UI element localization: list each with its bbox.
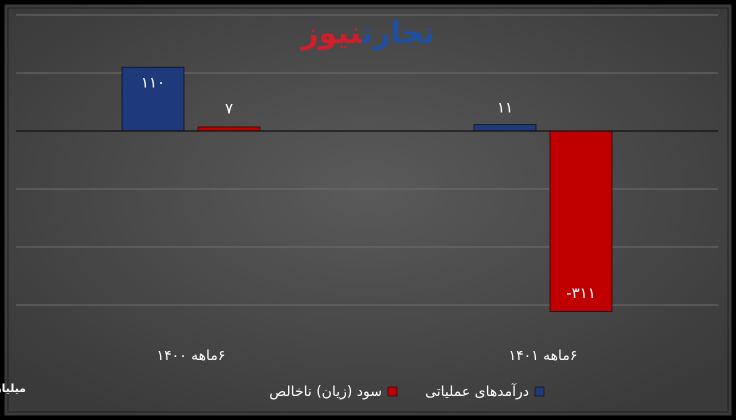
logo-part: نیوز (299, 16, 362, 51)
bar (197, 126, 261, 132)
legend-label: سود (زیان) ناخالص (269, 384, 382, 400)
legend-swatch (387, 386, 398, 397)
data-label: ۱۱ (497, 98, 513, 116)
logo: تجارتنیوز (299, 16, 434, 51)
bar (549, 130, 613, 312)
data-label: ۱۱۰ (141, 74, 165, 92)
frame (7, 7, 729, 413)
bar (473, 124, 537, 132)
x-tick-label: ۶ماهه ۱۴۰۰ (157, 348, 226, 364)
data-label: -۳۱۱ (566, 284, 596, 302)
bar (121, 66, 185, 132)
legend-label: درآمدهای عملیاتی (425, 383, 529, 400)
unit-label: میلیارد تومان (0, 382, 26, 395)
data-label: ۷ (225, 99, 233, 117)
logo-part: تجارت (361, 16, 435, 51)
legend-swatch (534, 386, 545, 397)
x-tick-label: ۶ماهه ۱۴۰۱ (509, 348, 578, 364)
